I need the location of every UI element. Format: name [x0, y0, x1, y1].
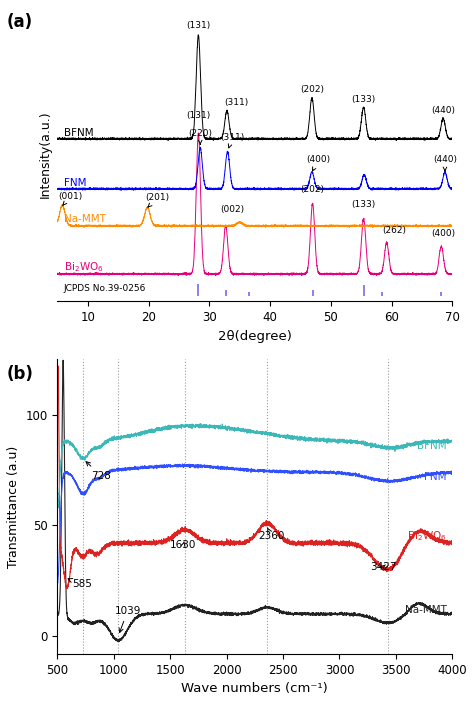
Text: (002): (002)	[220, 206, 245, 214]
Text: (440): (440)	[433, 155, 457, 171]
Text: FNM: FNM	[64, 178, 86, 188]
Text: Bi$_2$WO$_6$: Bi$_2$WO$_6$	[407, 529, 447, 543]
Text: Na-MMT: Na-MMT	[405, 604, 447, 614]
Text: (001): (001)	[59, 192, 83, 206]
Text: (220): (220)	[188, 129, 212, 144]
Text: Na-MMT: Na-MMT	[64, 214, 105, 224]
Text: Bi$_2$WO$_6$: Bi$_2$WO$_6$	[64, 260, 103, 274]
Text: FNM: FNM	[424, 472, 447, 482]
Y-axis label: Transmittance (a.u): Transmittance (a.u)	[7, 446, 20, 568]
X-axis label: Wave numbers (cm⁻¹): Wave numbers (cm⁻¹)	[182, 682, 328, 695]
Text: BFNM: BFNM	[64, 128, 93, 138]
Text: JCPDS No.39-0256: JCPDS No.39-0256	[64, 284, 146, 293]
Text: 3427: 3427	[370, 562, 396, 571]
Text: (201): (201)	[146, 193, 170, 207]
Text: (133): (133)	[351, 200, 376, 208]
Text: (a): (a)	[6, 13, 32, 31]
X-axis label: 2θ(degree): 2θ(degree)	[218, 330, 292, 343]
Text: 728: 728	[86, 462, 111, 481]
Text: (311): (311)	[220, 133, 245, 148]
Text: (202): (202)	[300, 85, 324, 93]
Text: (131): (131)	[186, 111, 210, 120]
Text: (202): (202)	[301, 185, 325, 194]
Text: (400): (400)	[307, 155, 331, 171]
Text: (131): (131)	[186, 20, 210, 29]
Text: 1039: 1039	[114, 606, 141, 633]
Text: (400): (400)	[431, 230, 455, 239]
Text: (b): (b)	[6, 365, 33, 383]
Text: 585: 585	[68, 578, 92, 590]
Text: (311): (311)	[225, 98, 249, 107]
Text: 1630: 1630	[170, 540, 197, 550]
Text: 2360: 2360	[258, 528, 284, 541]
Text: BFNM: BFNM	[417, 441, 447, 451]
Y-axis label: Intensity(a.u.): Intensity(a.u.)	[39, 110, 52, 198]
Text: (133): (133)	[351, 95, 376, 104]
Text: (262): (262)	[383, 226, 407, 234]
Text: (440): (440)	[431, 106, 455, 114]
